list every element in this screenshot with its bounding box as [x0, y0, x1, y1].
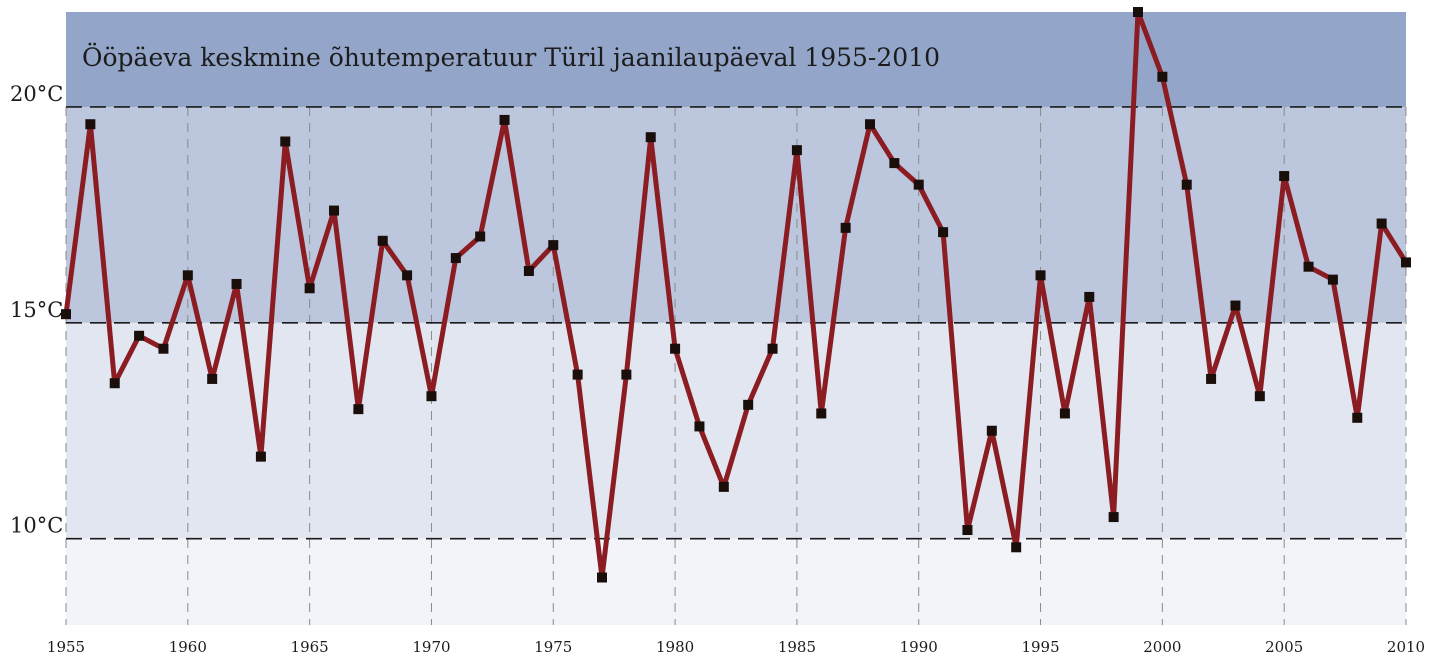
point-1993: [986, 425, 997, 436]
point-1972: [475, 231, 486, 242]
series-line: [63, 9, 1409, 580]
point-1997: [1084, 291, 1095, 302]
x-tick-label-1985: 1985: [778, 638, 816, 656]
x-tick-label-1980: 1980: [656, 638, 694, 656]
x-tick-labels: 1955 1960 1965 1970 1975 1980 1985 1990 1995 2000…: [47, 638, 1425, 656]
x-tick-label-1990: 1990: [900, 638, 938, 656]
point-2008: [1352, 412, 1363, 423]
point-2009: [1376, 218, 1387, 229]
point-1981: [694, 421, 705, 432]
point-1998: [1108, 512, 1119, 523]
point-1966: [329, 205, 339, 216]
band-1: [66, 106, 1406, 323]
x-tick-label-1975: 1975: [534, 638, 572, 656]
point-1995: [1035, 270, 1046, 281]
chart-title: Ööpäeva keskmine õhutemperatuur Türil ja…: [82, 43, 940, 72]
point-2010: [1401, 257, 1411, 268]
y-tick-label-10: 10°C: [10, 514, 63, 538]
point-2003: [1230, 300, 1241, 311]
point-1985: [791, 145, 802, 156]
x-tick-label-1965: 1965: [291, 638, 329, 656]
point-1989: [889, 158, 900, 169]
point-2001: [1181, 179, 1192, 190]
point-2000: [1157, 71, 1168, 82]
point-1980: [670, 343, 681, 354]
point-1957: [109, 378, 120, 389]
point-1986: [816, 408, 827, 419]
point-1960: [182, 270, 193, 281]
point-1956: [85, 119, 96, 130]
point-1959: [158, 343, 169, 354]
band-0: [66, 12, 1406, 107]
x-tick-label-1960: 1960: [169, 638, 207, 656]
point-1971: [450, 253, 461, 264]
x-tick-label-1955: 1955: [47, 638, 85, 656]
point-1965: [304, 283, 315, 294]
temperature-series: [63, 9, 1409, 580]
point-1999: [1133, 7, 1143, 17]
point-1977: [597, 572, 607, 583]
y-tick-label-20: 20°C: [10, 82, 63, 106]
point-2005: [1279, 171, 1290, 182]
point-1990: [913, 179, 924, 190]
point-1968: [377, 235, 388, 246]
point-1955: [61, 309, 71, 320]
point-1967: [353, 404, 364, 415]
point-1996: [1059, 408, 1070, 419]
point-1969: [402, 270, 413, 281]
band-3: [66, 538, 1406, 625]
point-1994: [1011, 542, 1022, 553]
x-tick-label-2000: 2000: [1143, 638, 1181, 656]
x-tick-label-2005: 2005: [1265, 638, 1303, 656]
point-2004: [1254, 391, 1265, 402]
point-1975: [548, 240, 559, 251]
point-1978: [621, 369, 632, 380]
point-1976: [572, 369, 583, 380]
point-1961: [207, 373, 218, 384]
point-1974: [523, 266, 534, 277]
point-1962: [231, 278, 242, 289]
point-1970: [426, 391, 437, 402]
band-2: [66, 322, 1406, 539]
y-tick-label-15: 15°C: [10, 298, 63, 322]
data-markers: [61, 7, 1411, 583]
point-1979: [645, 132, 656, 143]
point-2006: [1303, 261, 1314, 272]
horizontal-gridlines: [66, 106, 1406, 540]
point-1984: [767, 343, 778, 354]
x-tick-label-1970: 1970: [412, 638, 450, 656]
point-1973: [499, 114, 510, 125]
x-tick-label-2010: 2010: [1387, 638, 1425, 656]
point-1988: [865, 119, 875, 130]
point-1958: [134, 330, 145, 341]
point-1982: [718, 481, 729, 492]
point-2007: [1327, 274, 1338, 285]
point-1991: [938, 227, 949, 238]
point-1992: [962, 525, 973, 536]
point-2002: [1206, 373, 1217, 384]
x-tick-label-1995: 1995: [1021, 638, 1059, 656]
point-1964: [280, 136, 291, 147]
y-tick-labels: 10°C 15°C 20°C: [10, 82, 63, 538]
point-1983: [743, 399, 754, 410]
point-1987: [840, 222, 851, 233]
point-1963: [255, 451, 266, 462]
vertical-gridlines: [65, 106, 1407, 625]
